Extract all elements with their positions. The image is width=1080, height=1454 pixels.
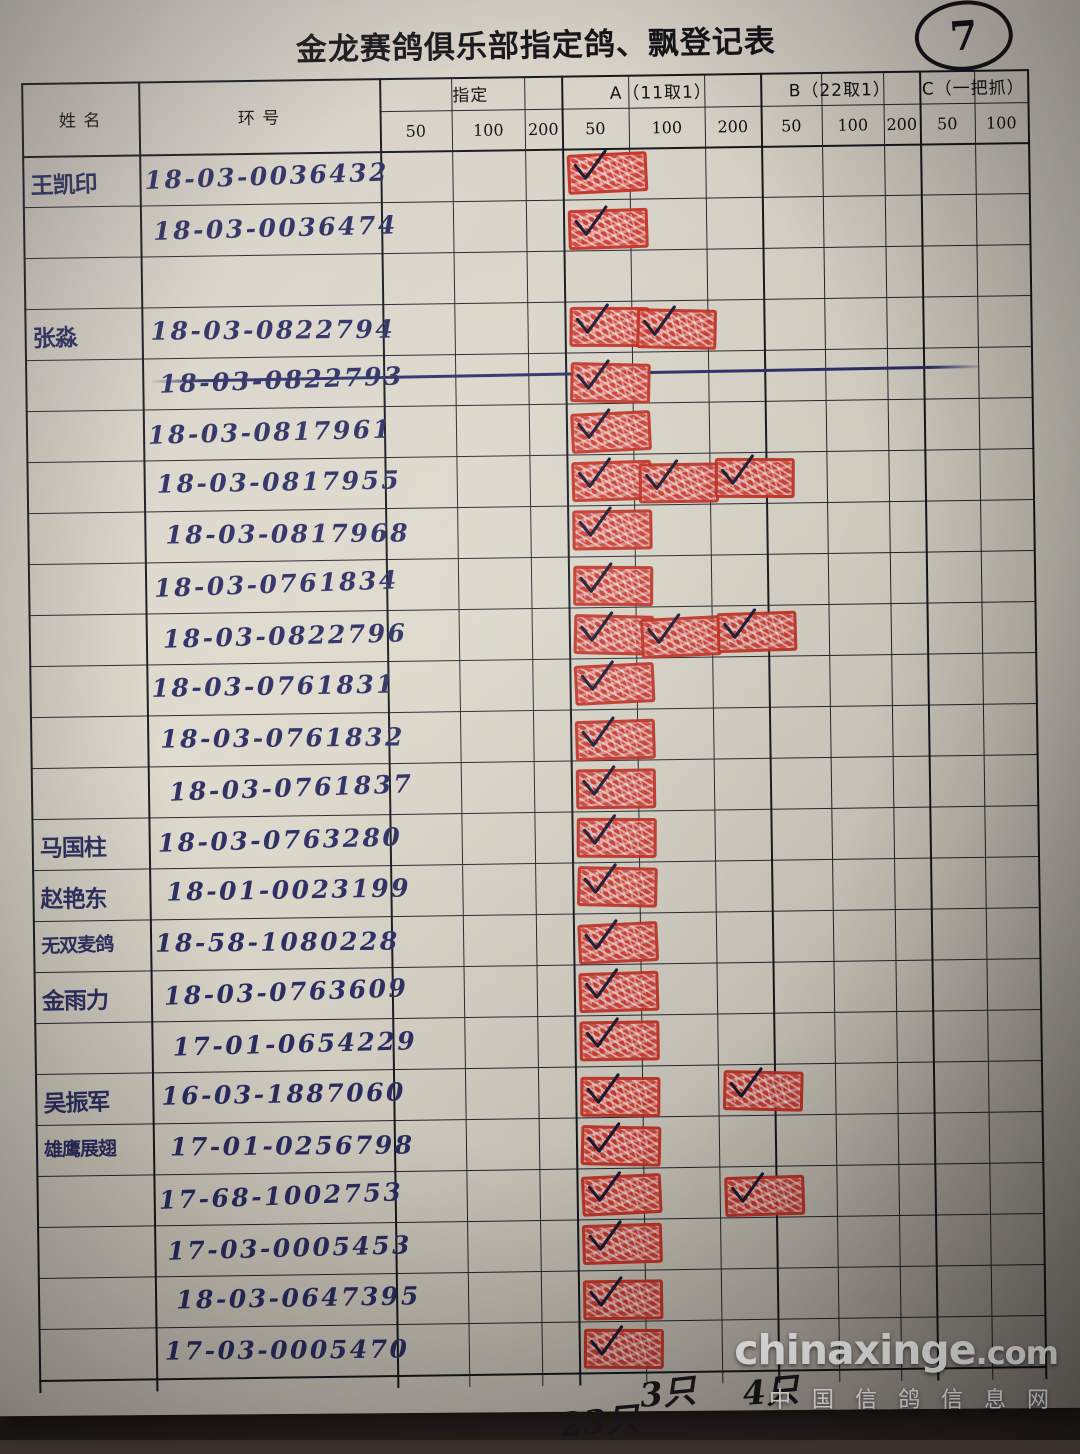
cell-owner-name: 金雨力 [41,987,109,1016]
cell-owner-name: 张淼 [32,324,78,353]
header-a-50: 50 [584,118,606,138]
approval-stamp [722,1070,804,1112]
total-a100: 3只 [637,1370,698,1415]
cell-owner-name: 无双麦鸽 [40,933,114,958]
approval-stamp [580,1076,661,1118]
approval-stamp [579,1020,660,1062]
total-a50: 23只 [558,1398,641,1445]
approval-stamp [573,565,654,607]
header-b-200: 200 [886,114,918,134]
approval-stamp [573,661,656,706]
watermark-domain: .com [975,1334,1059,1372]
cell-ring-number: 18-01-0023199 [166,873,412,907]
approval-stamp [583,1328,664,1370]
serial-value: 7 [948,11,980,61]
header-group-designated: 指定 [452,85,489,107]
header-b-50: 50 [780,115,802,136]
header-group-a: A（11取1） [609,82,713,104]
approval-stamp [578,970,660,1014]
header-a-100: 100 [651,117,683,137]
approval-stamp [580,1172,663,1217]
cell-ring-number: 18-03-0647395 [175,1281,421,1315]
cell-owner-name: 王凯印 [30,171,98,200]
approval-stamp [580,1125,662,1167]
header-designated-100: 100 [472,119,504,140]
approval-stamp [638,462,720,504]
approval-stamp [577,866,658,908]
approval-stamp [575,768,657,810]
header-a-200: 200 [717,116,749,136]
approval-stamp [572,509,653,551]
approval-stamp [567,207,649,251]
sheet-serial-number: 7 [906,0,1022,79]
registration-table: 姓 名 环 号 指定 A（11取1） B（22取1） C（一把抓） 50 100… [21,69,1048,1444]
cell-owner-name: 马国柱 [39,834,107,863]
registration-sheet: 金龙赛鸽俱乐部指定鸽、飘登记表 7 [0,0,1080,1416]
approval-stamp [576,817,657,859]
cell-owner-name: 雄鹰展翅 [43,1137,117,1162]
cell-ring-number: 18-58-1080228 [155,926,400,958]
header-designated-50: 50 [405,121,427,141]
cell-ring-number: 18-03-0761832 [160,722,406,754]
header-c-50: 50 [936,113,958,133]
approval-stamp [639,615,722,659]
cell-ring-number: 18-03-0817968 [165,518,411,550]
watermark-site-name: chinaxinge [734,1326,976,1374]
cell-ring-number: 18-03-0822794 [150,314,396,346]
header-ring: 环 号 [237,108,281,130]
header-b-100: 100 [837,114,869,135]
header-c-100: 100 [985,112,1017,133]
header-name: 姓 名 [58,111,102,132]
watermark-site: chinaxinge.com [734,1326,1059,1374]
cell-owner-name: 赵艳东 [40,886,107,913]
cell-owner-name: 吴振军 [43,1089,110,1118]
approval-stamp [716,610,798,654]
cell-ring-number: 18-03-0817955 [156,465,402,499]
approval-stamp [570,410,652,454]
cell-ring-number: 16-03-1887060 [161,1077,407,1111]
approval-stamp [714,457,795,499]
approval-stamp [582,1279,664,1321]
watermark-subtitle: 中 国 信 鸽 信 息 网 [769,1388,1056,1413]
header-group-b: B（22取1） [788,80,892,102]
header-designated-200: 200 [527,119,559,139]
cell-ring-number: 17-01-0256798 [169,1130,415,1162]
approval-stamp [581,1222,664,1266]
approval-stamp [574,718,656,762]
cell-ring-number: 17-03-0005470 [164,1334,410,1366]
cell-ring-number: 18-03-0761831 [151,669,397,703]
approval-stamp [724,1174,806,1218]
approval-stamp [636,308,718,350]
approval-stamp [566,151,649,195]
approval-stamp [577,920,660,965]
header-group-c: C（一把抓） [921,78,1025,100]
approval-stamp [569,362,651,404]
